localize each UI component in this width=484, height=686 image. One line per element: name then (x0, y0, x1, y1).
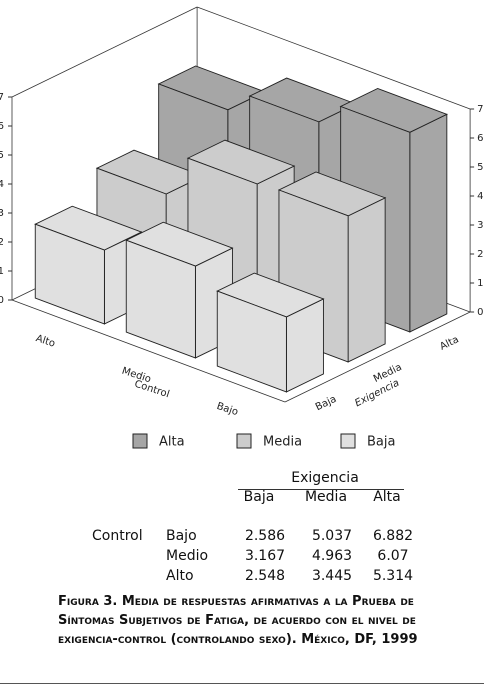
row-group: Control (92, 528, 143, 544)
x-tick-label: Alto (34, 333, 56, 350)
row-label: Bajo (166, 528, 197, 544)
y-tick-label: 3 (0, 208, 4, 219)
wall-edge (11, 299, 286, 403)
legend-swatch (236, 433, 252, 449)
depth-tick-label: Alta (438, 334, 461, 353)
y-tick-label: 4 (0, 179, 4, 190)
table-header: Exigencia (291, 470, 359, 486)
depth-tick-label: Baja (314, 394, 339, 413)
header-rule (238, 489, 404, 490)
cell: 6.07 (377, 548, 409, 564)
y2-tick-label: 5 (477, 162, 483, 173)
wall-edge (11, 6, 198, 98)
x-axis-title: Control (133, 379, 171, 401)
legend-swatch (132, 433, 148, 449)
legend-swatch (340, 433, 356, 449)
bar-side (347, 197, 386, 363)
y2-tick-label: 7 (477, 104, 483, 115)
y-tick-label: 2 (0, 237, 4, 248)
cell: 2.586 (244, 528, 286, 544)
y-tick-label: 0 (0, 295, 4, 306)
legend-label: Media (263, 435, 302, 450)
column-header: Media (304, 489, 348, 505)
y2-tick-label: 2 (477, 249, 483, 260)
y2-tick-label: 3 (477, 220, 483, 231)
bar-side (409, 113, 448, 333)
y2-tick-label: 6 (477, 133, 483, 144)
cell: 6.882 (372, 528, 414, 544)
caption: Figura 3. Media de respuestas afirmativa… (58, 594, 418, 647)
legend-label: Baja (367, 435, 395, 450)
row-label: Alto (166, 568, 194, 584)
y-tick-label: 1 (0, 266, 4, 277)
y-tick-label: 5 (0, 150, 4, 161)
y2-tick-label: 1 (477, 278, 483, 289)
column-header: Alta (373, 489, 401, 505)
bar-front (216, 290, 287, 393)
y2-tick-label: 4 (477, 191, 483, 202)
bar-front (34, 223, 105, 325)
row-label: Medio (166, 548, 209, 564)
cell: 5.314 (372, 568, 414, 584)
x-tick-label: Bajo (215, 401, 239, 418)
cell: 2.548 (244, 568, 286, 584)
y-tick-label: 7 (0, 92, 4, 103)
rule (0, 683, 484, 684)
y-tick-label: 6 (0, 121, 4, 132)
legend-label: Alta (159, 435, 185, 450)
wall-edge (284, 311, 471, 403)
y2-tick-label: 0 (477, 307, 483, 318)
wall-edge (196, 6, 471, 110)
cell: 3.445 (311, 568, 353, 584)
bar-front (125, 239, 196, 359)
column-header: Baja (243, 489, 275, 505)
cell: 4.963 (311, 548, 353, 564)
cell: 5.037 (311, 528, 353, 544)
cell: 3.167 (244, 548, 286, 564)
